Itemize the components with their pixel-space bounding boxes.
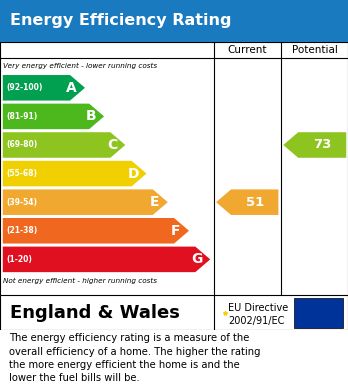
Text: D: D [127, 167, 139, 181]
Polygon shape [3, 75, 85, 100]
Polygon shape [216, 189, 278, 215]
Polygon shape [3, 161, 147, 187]
Polygon shape [3, 104, 104, 129]
Text: F: F [171, 224, 180, 238]
Text: EU Directive: EU Directive [228, 303, 288, 312]
Text: B: B [85, 109, 96, 124]
Text: 2002/91/EC: 2002/91/EC [228, 316, 284, 326]
Text: A: A [66, 81, 77, 95]
Text: Energy Efficiency Rating: Energy Efficiency Rating [10, 13, 232, 29]
Text: Not energy efficient - higher running costs: Not energy efficient - higher running co… [3, 278, 158, 284]
Polygon shape [3, 189, 168, 215]
Text: (81-91): (81-91) [6, 112, 38, 121]
Text: Current: Current [228, 45, 267, 55]
Text: Very energy efficient - lower running costs: Very energy efficient - lower running co… [3, 63, 158, 69]
Text: (69-80): (69-80) [6, 140, 38, 149]
Text: G: G [191, 252, 203, 266]
Polygon shape [283, 132, 346, 158]
Text: 73: 73 [313, 138, 331, 151]
Text: (21-38): (21-38) [6, 226, 38, 235]
Text: E: E [150, 195, 159, 209]
Text: (55-68): (55-68) [6, 169, 37, 178]
Polygon shape [3, 132, 125, 158]
Polygon shape [3, 247, 210, 272]
Bar [294, 298, 343, 328]
Text: England & Wales: England & Wales [10, 304, 180, 322]
Text: The energy efficiency rating is a measure of the
overall efficiency of a home. T: The energy efficiency rating is a measur… [9, 334, 260, 383]
Text: (92-100): (92-100) [6, 83, 43, 92]
Text: Potential: Potential [292, 45, 338, 55]
Text: C: C [107, 138, 117, 152]
Polygon shape [3, 218, 189, 244]
Text: (39-54): (39-54) [6, 198, 37, 207]
Text: 51: 51 [246, 196, 264, 209]
Text: (1-20): (1-20) [6, 255, 32, 264]
